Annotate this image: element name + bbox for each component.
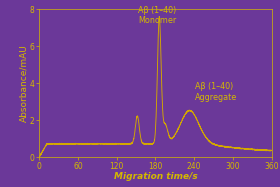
Y-axis label: Absorbance/mAU: Absorbance/mAU [19, 44, 28, 122]
Text: Aβ (1–40)
Monomer: Aβ (1–40) Monomer [138, 6, 176, 25]
Text: Aβ (1–40)
Aggregate: Aβ (1–40) Aggregate [195, 82, 238, 102]
X-axis label: Migration time/s: Migration time/s [113, 172, 197, 181]
